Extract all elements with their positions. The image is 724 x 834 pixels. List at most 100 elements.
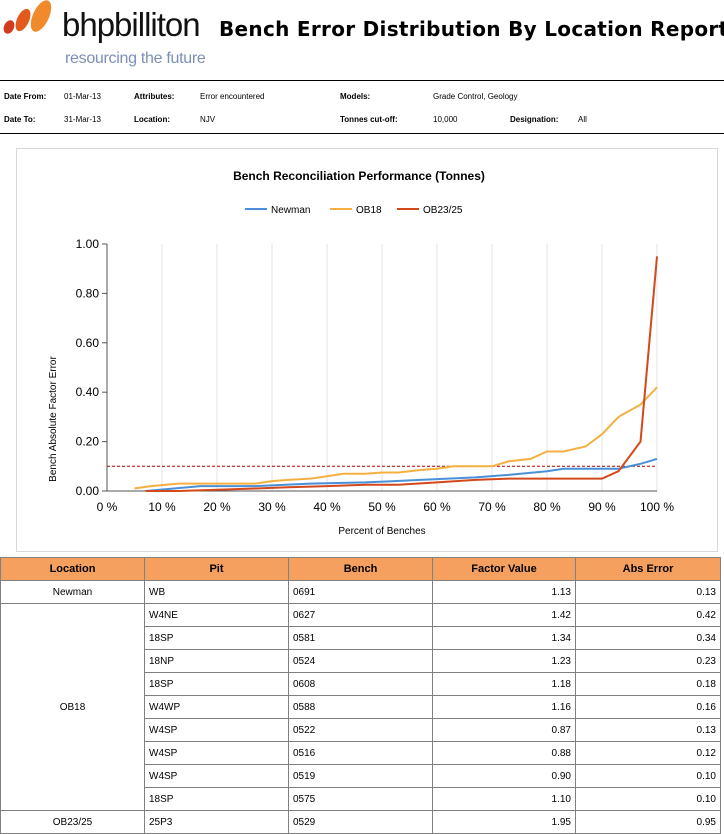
- bench-cell: 0516: [288, 741, 433, 765]
- series-line-ob23-25: [145, 256, 658, 492]
- column-header: Bench: [288, 557, 433, 581]
- bench-error-table: Location Pit Bench Factor Value Abs Error Ne…: [0, 557, 721, 834]
- bench-cell: 0529: [288, 810, 433, 834]
- y-tick-label: 1.00: [76, 237, 100, 251]
- x-tick-label: 20 %: [203, 500, 231, 514]
- location-value: NJV: [200, 115, 216, 124]
- x-tick-label: 50 %: [368, 500, 396, 514]
- abs-error-cell: 0.34: [575, 626, 721, 650]
- table-header-row: Location Pit Bench Factor Value Abs Error: [0, 557, 721, 581]
- y-tick-label: 0.00: [76, 484, 100, 498]
- pit-cell: W4NE: [144, 603, 289, 627]
- models-value: Grade Control, Geology: [433, 92, 518, 101]
- pit-cell: 18SP: [144, 626, 289, 650]
- x-tick-label: 40 %: [313, 500, 341, 514]
- table-row: 18SP 0608 1.18 0.18: [1, 672, 721, 696]
- pit-cell: 18SP: [144, 672, 289, 696]
- abs-error-cell: 0.42: [575, 603, 721, 627]
- series-line-ob18: [134, 386, 658, 490]
- chart-series: [107, 256, 658, 492]
- abs-error-cell: 0.13: [575, 580, 721, 604]
- report-header: bhpbilliton resourcing the future Bench …: [0, 0, 724, 80]
- pit-cell: WB: [144, 580, 289, 604]
- divider-top: [0, 80, 724, 81]
- series-line-newman: [145, 457, 658, 492]
- x-tick-label: 30 %: [258, 500, 286, 514]
- abs-error-cell: 0.95: [575, 810, 721, 834]
- pit-cell: 18SP: [144, 787, 289, 811]
- tonnes-cutoff-label: Tonnes cut-off:: [340, 115, 398, 124]
- abs-error-cell: 0.12: [575, 741, 721, 765]
- x-tick-label: 60 %: [423, 500, 451, 514]
- table-row: 18SP 0581 1.34 0.34: [1, 626, 721, 650]
- bench-cell: 0522: [288, 718, 433, 742]
- chart-axes: 0 % 10 % 20 % 30 % 40 % 50 % 60 % 70 % 80 % 90 % 1…: [76, 237, 675, 514]
- table-row: 18SP 0575 1.10 0.10: [1, 787, 721, 811]
- legend-label: OB23/25: [423, 205, 463, 216]
- tonnes-cutoff-value: 10,000: [433, 115, 458, 124]
- bench-cell: 0627: [288, 603, 433, 627]
- bench-cell: 0581: [288, 626, 433, 650]
- column-header: Pit: [144, 557, 289, 581]
- bhp-logo-mark-icon: [3, 0, 52, 34]
- date-from-value: 01-Mar-13: [64, 92, 101, 101]
- factor-value-cell: 1.23: [432, 649, 576, 673]
- x-tick-label: 90 %: [588, 500, 616, 514]
- brand-tagline: resourcing the future: [65, 50, 206, 67]
- table-row: OB23/25 25P3 0529 1.95 0.95: [0, 810, 721, 834]
- bench-cell: 0519: [288, 764, 433, 788]
- location-cell: Newman: [0, 580, 145, 604]
- location-label: Location:: [134, 115, 170, 124]
- column-header: Factor Value: [432, 557, 576, 581]
- designation-label: Designation:: [510, 115, 559, 124]
- column-header: Location: [0, 557, 145, 581]
- performance-chart-svg: Bench Reconciliation Performance (Tonnes…: [48, 169, 675, 537]
- abs-error-cell: 0.10: [575, 764, 721, 788]
- pit-cell: 18NP: [144, 649, 289, 673]
- abs-error-cell: 0.18: [575, 672, 721, 696]
- pit-cell: W4SP: [144, 764, 289, 788]
- divider-bottom: [0, 133, 724, 134]
- column-header: Abs Error: [575, 557, 721, 581]
- x-tick-label: 0 %: [97, 500, 118, 514]
- chart-legend: Newman OB18 OB23/25: [245, 205, 463, 216]
- attributes-label: Attributes:: [134, 92, 175, 101]
- factor-value-cell: 1.42: [432, 603, 576, 627]
- table-row: 18NP 0524 1.23 0.23: [1, 649, 721, 673]
- factor-value-cell: 0.90: [432, 764, 576, 788]
- report-title: Bench Error Distribution By Location Rep…: [219, 17, 724, 41]
- abs-error-cell: 0.10: [575, 787, 721, 811]
- factor-value-cell: 1.95: [432, 810, 576, 834]
- table-row: W4SP 0522 0.87 0.13: [1, 718, 721, 742]
- x-tick-label: 10 %: [148, 500, 176, 514]
- designation-value: All: [578, 115, 587, 124]
- bench-cell: 0588: [288, 695, 433, 719]
- report-parameters: Date From: 01-Mar-13 Attributes: Error e…: [0, 80, 724, 132]
- pit-cell: W4SP: [144, 741, 289, 765]
- factor-value-cell: 1.16: [432, 695, 576, 719]
- bench-cell: 0608: [288, 672, 433, 696]
- y-tick-label: 0.40: [76, 385, 100, 399]
- location-cell: OB18: [0, 603, 145, 811]
- date-from-label: Date From:: [4, 92, 47, 101]
- date-to-value: 31-Mar-13: [64, 115, 101, 124]
- factor-value-cell: 0.88: [432, 741, 576, 765]
- bench-cell: 0691: [288, 580, 433, 604]
- pit-cell: 25P3: [144, 810, 289, 834]
- factor-value-cell: 1.13: [432, 580, 576, 604]
- y-axis-label: Bench Absolute Factor Error: [48, 356, 59, 482]
- attributes-value: Error encountered: [200, 92, 265, 101]
- brand-wordmark: bhpbilliton: [62, 6, 201, 43]
- x-tick-label: 70 %: [478, 500, 506, 514]
- bench-cell: 0524: [288, 649, 433, 673]
- legend-label: Newman: [271, 205, 310, 216]
- factor-value-cell: 0.87: [432, 718, 576, 742]
- table-row: Newman WB 0691 1.13 0.13: [0, 580, 721, 604]
- factor-value-cell: 1.18: [432, 672, 576, 696]
- factor-value-cell: 1.10: [432, 787, 576, 811]
- abs-error-cell: 0.13: [575, 718, 721, 742]
- legend-label: OB18: [356, 205, 382, 216]
- location-cell: OB23/25: [0, 810, 145, 834]
- models-label: Models:: [340, 92, 371, 101]
- abs-error-cell: 0.23: [575, 649, 721, 673]
